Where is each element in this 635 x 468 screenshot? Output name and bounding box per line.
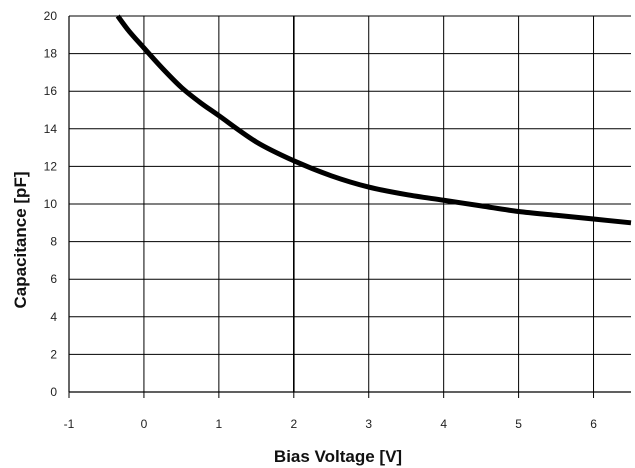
- x-tick-label: 6: [590, 417, 597, 431]
- y-tick-label: 10: [44, 197, 58, 211]
- y-axis-title: Capacitance [pF]: [11, 172, 30, 309]
- y-tick-label: 6: [50, 272, 57, 286]
- x-axis-title: Bias Voltage [V]: [274, 447, 402, 466]
- x-tick-label: 4: [440, 417, 447, 431]
- y-tick-label: 12: [44, 159, 58, 173]
- grid-lines: [68, 15, 631, 393]
- x-tick-label: -1: [64, 417, 75, 431]
- x-tick-label: 3: [365, 417, 372, 431]
- y-tick-label: 4: [50, 310, 57, 324]
- y-tick-label: 20: [44, 9, 58, 23]
- x-tick-label: 2: [290, 417, 297, 431]
- series-group: [115, 14, 632, 226]
- y-tick-label: 0: [50, 385, 57, 399]
- y-tick-labels: 0 2 4 6 8 10 12 14 16 18 20: [44, 9, 58, 399]
- x-tick-label: 0: [141, 417, 148, 431]
- x-tick-label: 1: [216, 417, 223, 431]
- x-tick-labels: -1 0 1 2 3 4 5 6: [64, 417, 598, 431]
- y-tick-label: 16: [44, 84, 58, 98]
- x-tick-label: 5: [515, 417, 522, 431]
- y-tick-label: 18: [44, 47, 58, 61]
- series-line-0: [115, 14, 632, 226]
- y-tick-label: 2: [50, 347, 57, 361]
- y-tick-label: 8: [50, 235, 57, 249]
- axes: [68, 16, 631, 398]
- y-tick-label: 14: [44, 122, 58, 136]
